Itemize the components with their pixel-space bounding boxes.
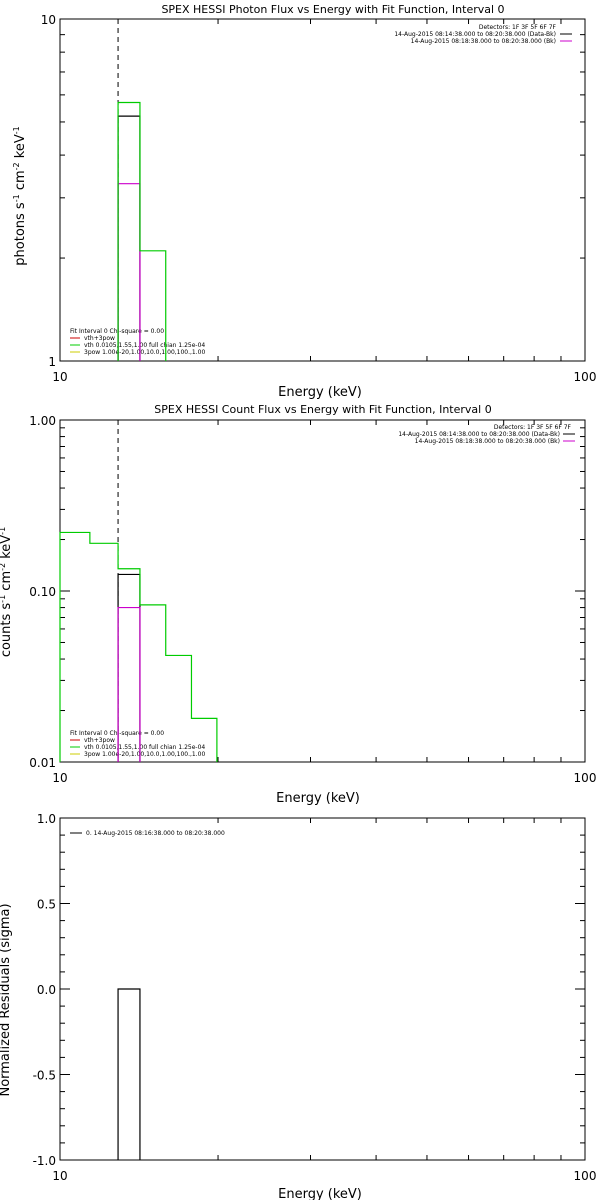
panel1-ylabel-end: keV [13,134,28,162]
panel3-x-tick-label: 10 [52,1169,67,1183]
panel1-ylabel: photons s-1 cm-2 keV-1 [12,126,28,265]
panel1-ylabel-base: photons s [13,202,28,266]
panel1-fit-line-2: vth 0.0105,1.55,1.00 full chian 1.25e-04 [84,342,205,349]
panel3-x-tick-label: 100 [574,1169,597,1183]
panel1-legend-line-2: 14-Aug-2015 08:18:38.000 to 08:20:38.000… [411,38,556,45]
panel2-x-tick-label: 100 [574,771,597,785]
panel2-fit-line-3: 3pow 1.00e-20,1.00,10.0,1.00,100.,1.00 [84,751,205,758]
panel2-legend-topright: Detectors: 1F 3F 5F 6F 7F 14-Aug-2015 08… [398,424,575,445]
panel2-fit-line-2: vth 0.0105,1.55,1.00 full chian 1.25e-04 [84,744,205,751]
panel2-legend-line-1: 14-Aug-2015 08:14:38.000 to 08:20:38.000… [398,431,560,438]
panel2-title: SPEX HESSI Count Flux vs Energy with Fit… [154,403,491,416]
panel3-y-tick-label: -1.0 [33,1154,56,1168]
panel1-y-tick-label: 10 [41,13,56,27]
panel1-fit-header: Fit Interval 0 Chi-square = 0.00 [70,328,164,335]
panel1-axes-frame [59,18,586,362]
panel1-y-tick-label: 1 [48,355,56,369]
panel2-axes-frame [59,419,586,763]
panel1-series-data-bk [117,115,141,361]
panel1-legend-line-1: 14-Aug-2015 08:14:38.000 to 08:20:38.000… [394,31,556,38]
panel1-title: SPEX HESSI Photon Flux vs Energy with Fi… [161,3,504,16]
panel1-fit-line-1: vth+3pow [84,335,115,342]
panel3-y-tick-label: 0.5 [37,898,56,912]
panel1-legend-topright: Detectors: 1F 3F 5F 6F 7F 14-Aug-2015 08… [394,24,572,45]
count-flux-panel: SPEX HESSI Count Flux vs Energy with Fit… [0,403,596,806]
panel2-ylabel-sup3: -1 [0,527,7,535]
panel3-legend-line-1: 0. 14-Aug-2015 08:16:38.000 to 08:20:38.… [86,830,225,837]
panel3-legend-topleft: 0. 14-Aug-2015 08:16:38.000 to 08:20:38.… [70,830,225,837]
panel2-ylabel-sup2: -2 [0,563,7,571]
panel3-ylabel: Normalized Residuals (sigma) [0,903,13,1096]
panel3-xlabel: Energy (keV) [278,1187,362,1200]
panel2-xlabel: Energy (keV) [276,791,360,806]
panel2-detectors: Detectors: 1F 3F 5F 6F 7F [494,424,572,431]
panel2-y-tick-label: 0.01 [29,756,56,770]
panel1-fit-line-3: 3pow 1.00e-20,1.00,10.0,1.00,100.,1.00 [84,349,205,356]
panel1-detectors: Detectors: 1F 3F 5F 6F 7F [479,24,557,31]
panel2-ylabel-end: keV [0,535,14,563]
panel1-x-tick-label: 10 [52,370,67,384]
panel1-ylabel-sup2: -2 [12,162,21,170]
panel1-ylabel-mid: cm [13,170,28,194]
panel2-ylabel-base: counts s [0,603,14,658]
panel2-ylabel-mid: cm [0,571,14,595]
panel2-fit-header: Fit Interval 0 Chi-square = 0.00 [70,730,164,737]
panel2-legend-bottomleft: Fit Interval 0 Chi-square = 0.00 vth+3po… [70,730,205,758]
panel3-y-tick-label: 0.0 [37,983,56,997]
panel2-ylabel-sup1: -1 [0,595,7,603]
panel2-x-tick-label: 10 [52,771,67,785]
panel1-x-tick-label: 100 [574,370,597,384]
photon-flux-panel: SPEX HESSI Photon Flux vs Energy with Fi… [12,3,596,400]
panel2-series-bk [117,606,141,762]
panel2-ylabel: counts s-1 cm-2 keV-1 [0,527,14,657]
panel2-series-vth [59,531,218,762]
panel3-y-tick-label: -0.5 [33,1069,56,1083]
panel1-xlabel: Energy (keV) [278,385,362,400]
panel2-y-tick-label: 0.10 [29,585,56,599]
panel1-series-vth [117,101,167,361]
panel1-ylabel-sup3: -1 [12,126,21,134]
panel2-legend-line-2: 14-Aug-2015 08:18:38.000 to 08:20:38.000… [415,438,560,445]
panel2-y-tick-label: 1.00 [29,414,56,428]
panel2-fit-line-1: vth+3pow [84,737,115,744]
panel1-ylabel-sup1: -1 [12,194,21,202]
residuals-panel: Energy (keV) Normalized Residuals (sigma… [0,812,596,1200]
panel1-legend-bottomleft: Fit Interval 0 Chi-square = 0.00 vth+3po… [70,328,205,356]
panel3-y-tick-label: 1.0 [37,812,56,826]
panel3-residual-bin [117,988,141,1160]
